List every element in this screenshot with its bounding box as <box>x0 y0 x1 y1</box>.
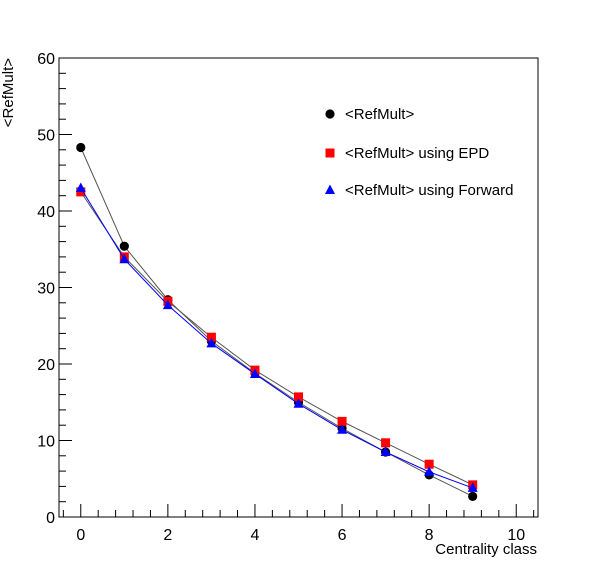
legend-marker <box>325 109 335 119</box>
x-tick-label: 10 <box>507 527 525 544</box>
series-2 <box>76 187 478 490</box>
x-tick-label: 4 <box>251 527 260 544</box>
data-point <box>75 182 86 193</box>
data-point <box>424 459 434 469</box>
data-point <box>293 398 304 408</box>
data-point <box>294 392 303 402</box>
data-point <box>76 142 86 153</box>
legend-marker <box>325 148 335 158</box>
legend-marker <box>325 184 335 194</box>
y-axis-label: <RefMult> <box>0 58 17 127</box>
data-point <box>119 241 129 251</box>
x-tick-label: 2 <box>163 527 172 544</box>
data-point <box>424 466 435 476</box>
plot-area-frame <box>58 57 539 518</box>
data-point <box>162 299 173 310</box>
legend-label: <RefMult> using EPD <box>345 145 489 162</box>
series-line <box>80 147 473 497</box>
data-point <box>468 491 478 501</box>
y-tick-label: 0 <box>46 510 55 527</box>
series-layer <box>75 142 478 501</box>
legend-label: <RefMult> using Forward <box>345 182 513 199</box>
x-axis: 0 2 4 6 8 10 <box>62 504 535 544</box>
data-point <box>337 424 348 434</box>
y-tick-label: 20 <box>37 357 55 374</box>
y-tick-label: 50 <box>37 128 55 145</box>
data-point <box>380 446 391 456</box>
legend: <RefMult> <RefMult> using EPD <RefMult> us… <box>325 106 513 199</box>
y-tick-label: 40 <box>37 204 55 221</box>
data-point <box>249 368 260 378</box>
data-point <box>119 253 130 264</box>
x-axis-label: Centrality class <box>435 541 537 558</box>
y-tick-label: 30 <box>37 281 55 298</box>
series-3 <box>75 182 478 492</box>
x-tick-label: 0 <box>76 527 85 544</box>
plot-frame <box>58 57 539 518</box>
y-tick-label: 60 <box>37 51 55 68</box>
data-point <box>206 337 217 348</box>
data-point <box>206 332 216 342</box>
series-line <box>80 187 473 489</box>
x-tick-label: 8 <box>425 527 434 544</box>
y-tick-label: 10 <box>37 434 55 451</box>
y-axis: 0 10 20 30 40 50 60 <box>37 51 72 527</box>
data-point <box>337 416 347 426</box>
data-point <box>381 438 391 448</box>
x-tick-label: 6 <box>338 527 347 544</box>
data-point <box>467 482 478 492</box>
legend-label: <RefMult> <box>345 106 414 123</box>
series-line <box>80 191 473 486</box>
